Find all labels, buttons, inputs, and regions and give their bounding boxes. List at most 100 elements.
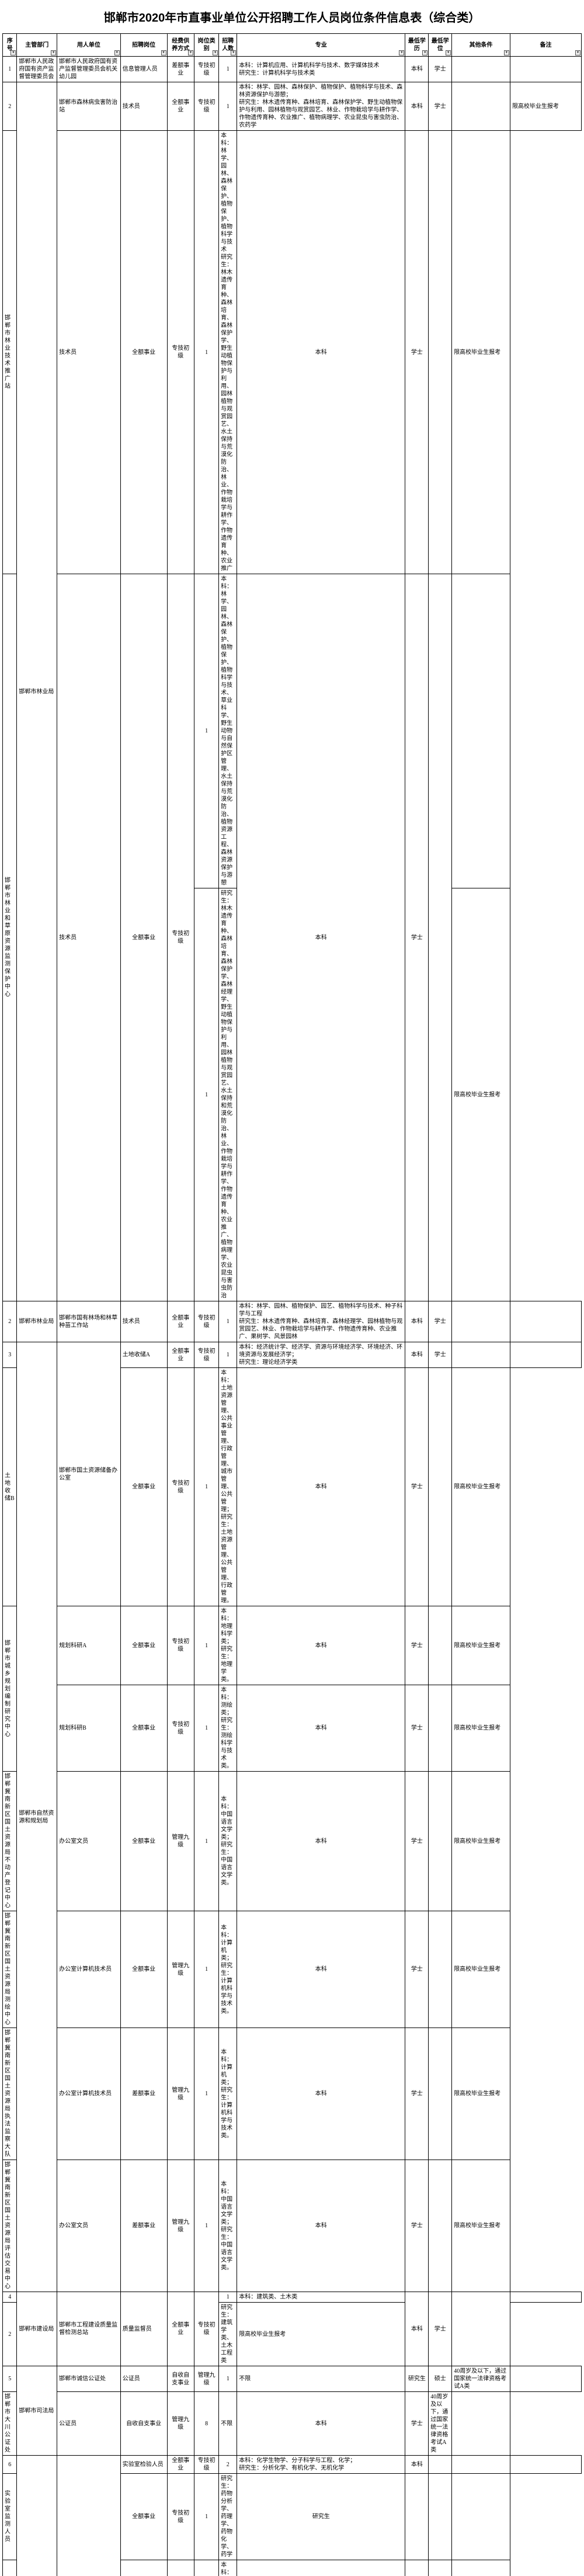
- filter-icon[interactable]: ▾: [575, 50, 580, 55]
- cell-seq: 2: [3, 82, 17, 131]
- cell-edu: 本科: [237, 2028, 405, 2160]
- cell-num: 1: [194, 2560, 219, 2576]
- recruitment-table: 序号▾主管部门▾用人单位▾招聘岗位▾经费供养方式▾岗位类别▾招聘人数▾专业▾最低…: [2, 33, 582, 2576]
- cell-cat: 专技初级: [167, 2560, 194, 2576]
- cell-edu: 本科: [405, 57, 429, 82]
- filter-icon[interactable]: ▾: [446, 50, 451, 55]
- cell-note: 限高校毕业生报考: [452, 131, 510, 574]
- filter-icon[interactable]: ▾: [11, 50, 16, 55]
- cell-deg: 学士: [405, 574, 429, 1301]
- cell-other: [429, 2474, 452, 2560]
- table-row: 规划科研B全额事业专技初级1本科：测绘类；研究生：测绘科学与技术类。本科学士限高…: [3, 1685, 582, 1772]
- cell-edu: 本科: [405, 1301, 429, 1342]
- filter-icon[interactable]: ▾: [114, 50, 120, 55]
- cell-num: 1: [194, 888, 219, 1301]
- cell-deg: 学士: [405, 1685, 429, 1772]
- cell-post: 技术员: [57, 131, 121, 574]
- cell-fund: 全额事业: [120, 131, 167, 574]
- cell-num: 1: [194, 1911, 219, 2028]
- cell-unit: 邯郸冀南新区国土资源局测绘中心: [3, 1911, 17, 2028]
- cell-seq: 3: [3, 1342, 17, 1368]
- cell-cat: 管理九级: [167, 2392, 194, 2456]
- filter-icon[interactable]: ▾: [51, 50, 56, 55]
- filter-icon[interactable]: ▾: [213, 50, 218, 55]
- cell-post: 公证员: [57, 2392, 121, 2456]
- filter-icon[interactable]: ▾: [188, 50, 193, 55]
- cell-major: 本科：建筑类、土木类: [237, 2292, 405, 2303]
- filter-icon[interactable]: ▾: [399, 50, 404, 55]
- cell-deg: 学士: [429, 82, 452, 131]
- cell-post: 办公室文员: [57, 2160, 121, 2292]
- cell-deg: 学士: [405, 2160, 429, 2292]
- cell-note: 限高校毕业生报考: [452, 1685, 510, 1772]
- cell-num: 1: [194, 2160, 219, 2292]
- cell-unit: 邯郸市大川公证处: [3, 2392, 17, 2456]
- table-row: 3邯郸市自然资源和规划局邯郸市国土资源储备办公室土地收储A全额事业专技初级1本科…: [3, 1342, 582, 1368]
- cell-other: [452, 2292, 510, 2366]
- cell-cat: 专技初级: [194, 1342, 219, 1368]
- filter-icon[interactable]: ▾: [422, 50, 427, 55]
- cell-note: [452, 2392, 510, 2456]
- cell-cat: 专技初级: [194, 82, 219, 131]
- cell-fund: 全额事业: [167, 82, 194, 131]
- cell-note: 限高校毕业生报考: [452, 1911, 510, 2028]
- cell-note: [510, 2292, 581, 2303]
- cell-num: 2: [3, 2303, 17, 2366]
- filter-icon[interactable]: ▾: [161, 50, 166, 55]
- cell-note: 限高校毕业生报考: [452, 2160, 510, 2292]
- cell-num: 1: [194, 1772, 219, 1911]
- cell-post: 办公室计算机技术员: [57, 2028, 121, 2160]
- cell-note: [510, 2366, 581, 2392]
- filter-icon[interactable]: ▾: [504, 50, 509, 55]
- cell-fund: 差额事业: [120, 2160, 167, 2292]
- cell-post: 公证员: [120, 2366, 167, 2392]
- col-header: 岗位类别▾: [194, 34, 219, 57]
- cell-edu: 本科: [237, 574, 405, 1301]
- cell-other: [429, 131, 452, 574]
- cell-major: 不限: [219, 2392, 237, 2456]
- cell-edu: 本科: [405, 2292, 429, 2366]
- cell-major: 不限: [237, 2366, 405, 2392]
- cell-major: 本科：中国语言文学类；研究生：中国语言文学类。: [219, 1772, 237, 1911]
- cell-unit: 邯郸市诚信公证处: [57, 2366, 121, 2392]
- cell-deg: 学士: [405, 1911, 429, 2028]
- cell-unit: 邯郸市林业技术推广站: [3, 131, 17, 574]
- cell-edu: 本科: [405, 82, 429, 131]
- cell-note: 限高校毕业生报考: [510, 82, 581, 131]
- table-row: 邯郸冀南新区国土资源局不动产登记中心办公室文员全额事业管理九级1本科：中国语言文…: [3, 1772, 582, 1911]
- col-header: 招聘岗位▾: [120, 34, 167, 57]
- cell-note: 限高校毕业生报考: [452, 1606, 510, 1685]
- table-row: 邯郸市林业和草原资源监测保护中心技术员全额事业专技初级1本科：林学、园林、森林保…: [3, 574, 582, 888]
- cell-major: 研究生：林木遗传育种、森林培育、森林保护学、森林经理学、野生动植物保护与利用、园…: [219, 888, 237, 1301]
- cell-num: 1: [194, 131, 219, 574]
- cell-edu: 本科: [237, 2392, 405, 2456]
- cell-note: 限高校毕业生报考: [452, 1368, 510, 1606]
- cell-other: 40周岁及以下，通过国家统一法律资格考试A类: [452, 2366, 510, 2392]
- col-header: 序号▾: [3, 34, 17, 57]
- cell-other: [429, 2560, 452, 2576]
- table-row: 邯郸冀南新区国土资源局执法监察大队办公室计算机技术员差额事业管理九级1本科：计算…: [3, 2028, 582, 2160]
- table-row: 邯郸市林业技术推广站技术员全额事业专技初级1本科：林学、园林、森林保护、植物保护…: [3, 131, 582, 574]
- cell-major: 本科：林学、园林、森林保护、植物保护、植物科学与技术、森林资源保护与游憩；研究生…: [237, 82, 405, 131]
- cell-cat: 专技初级: [167, 131, 194, 574]
- cell-major: 本科：化学生物学、分子科学与工程、化学；研究生：分析化学、有机化学、无机化学: [237, 2456, 405, 2474]
- cell-edu: 研究生: [405, 2366, 429, 2392]
- cell-deg: 学士: [429, 2292, 452, 2366]
- cell-num: 1: [194, 2474, 219, 2560]
- cell-seq: 1: [3, 57, 17, 82]
- cell-num: 1: [219, 1342, 237, 1368]
- cell-edu: 本科: [237, 1772, 405, 1911]
- cell-unit: 邯郸冀南新区国土资源局执法监察大队: [3, 2028, 17, 2160]
- col-header: 最低学历▾: [405, 34, 429, 57]
- cell-unit: 邯郸市畜产品质量检验监测站: [57, 2456, 121, 2576]
- cell-edu: 本科: [237, 1685, 405, 1772]
- cell-other: [429, 1606, 452, 1685]
- filter-icon[interactable]: ▾: [231, 50, 236, 55]
- cell-fund: 差额事业: [120, 2028, 167, 2160]
- cell-other: [452, 57, 510, 82]
- cell-cat: 管理九级: [167, 2028, 194, 2160]
- cell-post: 办公室文员: [57, 1772, 121, 1911]
- cell-deg: 学士: [429, 1342, 452, 1368]
- cell-post: 土地收储A: [120, 1342, 167, 1368]
- table-row: 邯郸市城乡规划编制研究中心规划科研A全额事业专技初级1本科：地理科学类；研究生：…: [3, 1606, 582, 1685]
